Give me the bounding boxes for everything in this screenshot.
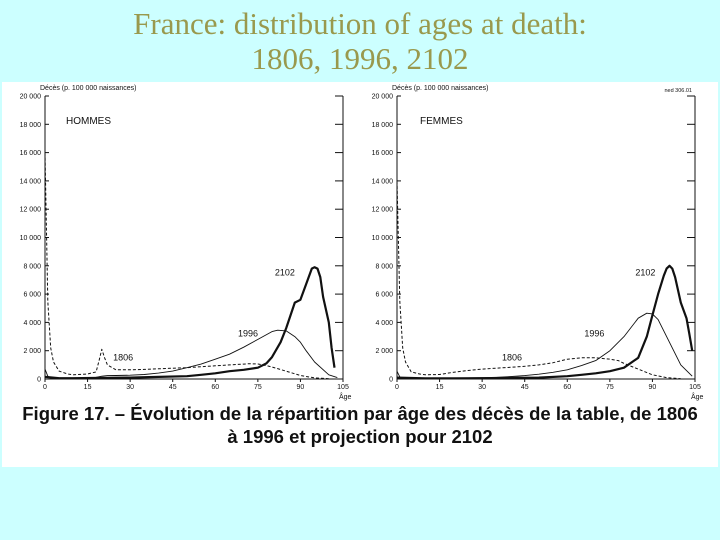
hommes-series-1996 bbox=[44, 329, 338, 379]
femmes-x-tick-label: 0 bbox=[395, 384, 399, 391]
femmes-annotation-1806: 1806 bbox=[502, 353, 522, 363]
hommes-y-tick-label: 14 000 bbox=[20, 178, 42, 185]
slide-title-line-1: France: distribution of ages at death: bbox=[133, 6, 587, 41]
femmes-y-tick-label: 14 000 bbox=[372, 178, 394, 185]
figure-caption-line-2: à 1996 et projection pour 2102 bbox=[227, 426, 493, 447]
femmes-x-axis-label: Âge bbox=[691, 392, 704, 401]
hommes-y-tick-label: 16 000 bbox=[20, 150, 42, 157]
femmes-y-tick-label: 4 000 bbox=[375, 320, 393, 327]
femmes-series-1806 bbox=[396, 180, 681, 380]
hommes-y-tick-label: 2 000 bbox=[23, 348, 41, 355]
femmes-chart-label: FEMMES bbox=[420, 116, 463, 127]
hommes-x-tick-label: 105 bbox=[337, 384, 349, 391]
hommes-x-tick-label: 75 bbox=[254, 384, 262, 391]
femmes-x-tick-label: 45 bbox=[521, 384, 529, 391]
hommes-series-1806 bbox=[44, 152, 329, 380]
hommes-series-2102 bbox=[44, 266, 336, 380]
femmes-y-tick-label: 18 000 bbox=[372, 122, 394, 129]
femmes-annotation-1996: 1996 bbox=[584, 329, 604, 339]
femmes-y-tick-label: 2 000 bbox=[375, 348, 393, 355]
hommes-annotation-1996: 1996 bbox=[238, 329, 258, 339]
figure-panel: 0 2 000 4 000 6 000 8 000 10 000 12 000 14 000 1… bbox=[2, 82, 718, 467]
hommes-y-tick-label: 4 000 bbox=[23, 320, 41, 327]
hommes-y-tick-label: 12 000 bbox=[20, 207, 42, 214]
femmes-y-tick-label: 16 000 bbox=[372, 150, 394, 157]
hommes-annotation-1806: 1806 bbox=[113, 353, 133, 363]
hommes-y-tick-label: 8 000 bbox=[23, 263, 41, 270]
femmes-series-1996 bbox=[396, 312, 693, 380]
femmes-y-tick-label: 6 000 bbox=[375, 292, 393, 299]
hommes-y-tick-label: 0 bbox=[37, 377, 41, 384]
hommes-x-tick-label: 60 bbox=[211, 384, 219, 391]
hommes-y-tick-label: 20 000 bbox=[20, 94, 42, 101]
femmes-x-tick-label: 75 bbox=[606, 384, 614, 391]
hommes-annotation-2102: 2102 bbox=[275, 268, 295, 278]
hommes-x-tick-label: 30 bbox=[126, 384, 134, 391]
femmes-x-tick-label: 90 bbox=[649, 384, 657, 391]
femmes-y-tick-label: 0 bbox=[389, 377, 393, 384]
femmes-annotation-ref: ned 306.01 bbox=[664, 88, 692, 94]
femmes-x-tick-label: 15 bbox=[436, 384, 444, 391]
hommes-x-tick-label: 0 bbox=[43, 384, 47, 391]
femmes-y-tick-label: 10 000 bbox=[372, 235, 394, 242]
figure-caption-line-1: Figure 17. – Évolution de la répartition… bbox=[22, 403, 698, 424]
hommes-chart-label: HOMMES bbox=[66, 116, 111, 127]
charts-svg: 0 2 000 4 000 6 000 8 000 10 000 12 000 14 000 1… bbox=[20, 85, 704, 401]
hommes-y-tick-label: 10 000 bbox=[20, 235, 42, 242]
femmes-x-tick-label: 60 bbox=[563, 384, 571, 391]
slide-title-line-2: 1806, 1996, 2102 bbox=[251, 41, 469, 76]
hommes-y-tick-label: 18 000 bbox=[20, 122, 42, 129]
femmes-y-tick-label: 8 000 bbox=[375, 263, 393, 270]
femmes-y-axis-label: Décès (p. 100 000 naissances) bbox=[392, 85, 489, 92]
hommes-x-tick-label: 15 bbox=[84, 384, 92, 391]
femmes-y-tick-label: 12 000 bbox=[372, 207, 394, 214]
hommes-x-tick-label: 45 bbox=[169, 384, 177, 391]
femmes-x-tick-label: 30 bbox=[478, 384, 486, 391]
femmes-y-tick-label: 20 000 bbox=[372, 94, 394, 101]
femmes-series-2102 bbox=[396, 264, 694, 380]
figure-caption: Figure 17. – Évolution de la répartition… bbox=[0, 402, 720, 448]
hommes-x-axis-label: Âge bbox=[339, 392, 352, 401]
femmes-x-tick-label: 105 bbox=[689, 384, 701, 391]
femmes-annotation-2102: 2102 bbox=[635, 268, 655, 278]
hommes-x-tick-label: 90 bbox=[297, 384, 305, 391]
hommes-y-axis-label: Décès (p. 100 000 naissances) bbox=[40, 85, 137, 92]
hommes-y-tick-label: 6 000 bbox=[23, 292, 41, 299]
slide-title: France: distribution of ages at death: 1… bbox=[0, 6, 720, 76]
